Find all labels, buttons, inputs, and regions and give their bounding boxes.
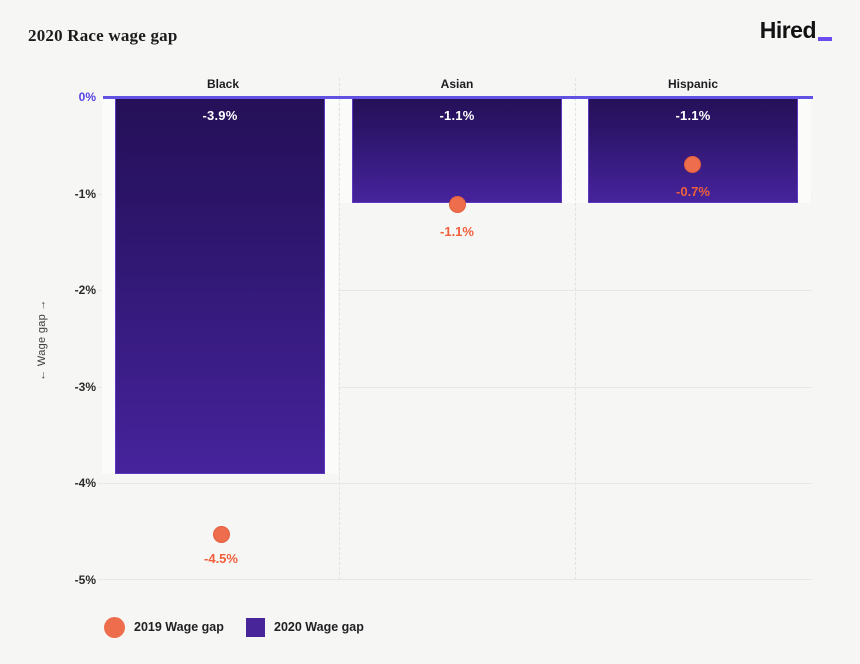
gridline-minus3 xyxy=(98,387,812,388)
category-label-asian: Asian xyxy=(440,77,474,91)
gridline-minus4 xyxy=(98,483,812,484)
facet-gap xyxy=(339,97,352,203)
y-tick-label-4: -4% xyxy=(74,476,96,490)
dot-value-label: -0.7% xyxy=(676,184,710,199)
facet-separator xyxy=(575,78,576,580)
category-label-black: Black xyxy=(206,77,240,91)
hired-logo: Hired xyxy=(760,17,832,44)
facet-gap xyxy=(798,97,811,203)
bar-value-label: -1.1% xyxy=(439,108,475,123)
y-axis-title: ← Wage gap → xyxy=(36,299,48,381)
legend-label-2019: 2019 Wage gap xyxy=(134,620,224,634)
dot-hispanic-2019 xyxy=(684,156,701,173)
category-label-hispanic: Hispanic xyxy=(667,77,719,91)
gridline-minus5 xyxy=(98,579,812,580)
bar-black-2020: -3.9% xyxy=(115,97,325,474)
legend-circle-icon xyxy=(104,617,125,638)
plot-area: Black Asian Hispanic -3.9% -1.1% -1.1% -… xyxy=(98,77,813,580)
dot-black-2019 xyxy=(213,526,230,543)
legend-label-2020: 2020 Wage gap xyxy=(274,620,364,634)
dot-value-label: -1.1% xyxy=(440,224,474,239)
zero-baseline xyxy=(103,96,813,99)
facet-separator xyxy=(339,78,340,580)
y-tick-label-5: -5% xyxy=(74,573,96,587)
facet-gap xyxy=(562,97,575,203)
dot-asian-2019 xyxy=(449,196,466,213)
y-tick-label-1: -1% xyxy=(74,187,96,201)
y-tick-label-2: -2% xyxy=(74,283,96,297)
page-title: 2020 Race wage gap xyxy=(28,26,178,45)
bar-value-label: -3.9% xyxy=(202,108,238,123)
bar-asian-2020: -1.1% xyxy=(352,97,562,203)
gridline-minus2 xyxy=(98,290,812,291)
logo-underscore-icon xyxy=(818,37,832,41)
y-tick-label-3: -3% xyxy=(74,380,96,394)
dot-value-label: -4.5% xyxy=(204,551,238,566)
facet-gap xyxy=(102,97,115,474)
facet-gap xyxy=(575,97,588,203)
facet-gap xyxy=(325,97,338,474)
bar-hispanic-2020: -1.1% xyxy=(588,97,798,203)
y-tick-label-0: 0% xyxy=(78,90,96,104)
bar-value-label: -1.1% xyxy=(675,108,711,123)
logo-text: Hired xyxy=(759,17,817,43)
legend-square-icon xyxy=(246,618,265,637)
